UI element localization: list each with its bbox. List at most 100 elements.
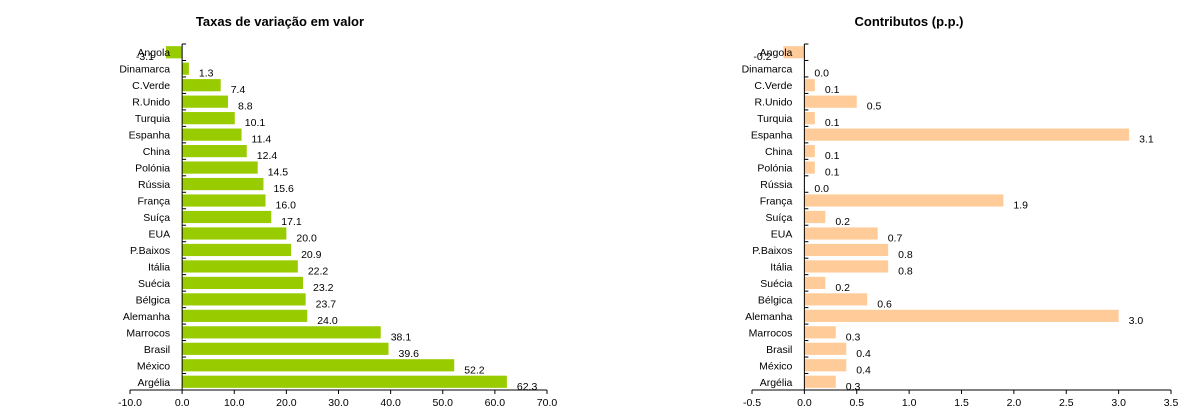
right-data-label: 0.3: [846, 381, 861, 393]
left-category-label: C.Verde: [132, 80, 170, 92]
left-bar-6: [182, 144, 247, 158]
left-data-label: 10.1: [245, 117, 266, 129]
left-x-tick-label: 70.0: [537, 397, 558, 409]
left-bar-18: [182, 342, 389, 355]
left-data-label: 22.2: [308, 265, 329, 277]
right-category-label: China: [765, 146, 793, 158]
left-bar-3: [182, 95, 228, 108]
right-data-label: 3.1: [1139, 134, 1154, 146]
right-bar-17: [804, 326, 836, 339]
right-category-label: Suécia: [760, 278, 792, 290]
left-data-label: 1.3: [199, 68, 214, 80]
left-data-label: 62.3: [517, 381, 538, 393]
left-bar-20: [182, 375, 507, 388]
right-data-label: 0.5: [867, 101, 882, 113]
right-data-label: 3.0: [1129, 315, 1144, 327]
left-bar-19: [182, 359, 455, 372]
right-data-label: 0.1: [825, 117, 840, 129]
left-bar-17: [182, 326, 381, 339]
left-bar-12: [182, 243, 292, 257]
right-data-label: 0.1: [825, 150, 840, 162]
right-bar-20: [804, 375, 836, 388]
left-chart-title: Taxas de variação em valor: [196, 14, 364, 29]
left-data-label: 12.4: [257, 150, 278, 162]
left-data-label: 52.2: [464, 364, 485, 376]
right-chart-title: Contributos (p.p.): [854, 14, 963, 29]
right-category-label: Turquia: [757, 113, 792, 125]
right-data-label: 0.3: [846, 331, 861, 343]
left-category-label: Dinamarca: [119, 64, 170, 76]
right-data-label: 0.2: [835, 282, 850, 294]
left-category-label: Marrocos: [126, 327, 170, 339]
right-bar-6: [804, 144, 815, 158]
right-category-label: Rússia: [760, 179, 792, 191]
right-bar-14: [804, 276, 826, 290]
left-bar-16: [182, 309, 308, 322]
right-x-tick-label: 3.5: [1164, 397, 1179, 409]
left-data-label: 23.7: [316, 298, 337, 310]
left-category-label: Bélgica: [136, 294, 171, 306]
left-data-label: 15.6: [273, 183, 294, 195]
left-category-label: P.Baixos: [130, 245, 170, 257]
right-category-label: EUA: [771, 228, 793, 240]
right-data-label: 0.2: [835, 216, 850, 228]
chart-left-svg: Taxas de variação em valor Angola-3.1Dina…: [118, 14, 558, 409]
right-bar-11: [804, 227, 878, 240]
right-bar-12: [804, 243, 889, 257]
left-category-label: Rússia: [138, 179, 170, 191]
right-data-label: 0.6: [877, 298, 892, 310]
left-bar-14: [182, 276, 304, 290]
left-category-label: Argélia: [137, 377, 170, 389]
left-category-label: Turquia: [135, 113, 170, 125]
left-x-tick-label: 20.0: [276, 397, 297, 409]
right-data-label: 0.0: [814, 68, 829, 80]
right-x-tick-label: 2.0: [1007, 397, 1022, 409]
right-category-label: Dinamarca: [742, 64, 793, 76]
left-category-label: Brasil: [144, 344, 170, 356]
left-bar-9: [182, 194, 266, 207]
right-category-label: Suíça: [766, 212, 793, 224]
right-bar-5: [804, 128, 1130, 141]
left-category-label: México: [137, 360, 170, 372]
right-data-label: 0.0: [814, 183, 829, 195]
right-data-label: 0.4: [856, 348, 871, 360]
left-category-label: Suécia: [138, 278, 170, 290]
left-data-label: 7.4: [231, 84, 246, 96]
right-category-label: Itália: [770, 261, 792, 273]
right-category-label: Brasil: [766, 344, 792, 356]
left-category-label: Polónia: [135, 163, 170, 175]
right-data-label: 0.4: [856, 364, 871, 376]
right-category-label: Alemanha: [745, 311, 792, 323]
left-category-label: França: [137, 196, 170, 208]
right-bar-15: [804, 293, 868, 306]
right-bar-2: [804, 79, 815, 92]
left-data-label: 17.1: [281, 216, 302, 228]
right-category-label: México: [759, 360, 792, 372]
right-x-tick-label: -0.5: [743, 397, 761, 409]
right-category-label: Argélia: [760, 377, 793, 389]
left-bar-11: [182, 227, 287, 240]
right-x-tick-label: 3.0: [1111, 397, 1126, 409]
right-bar-7: [804, 161, 815, 174]
left-bar-7: [182, 161, 258, 174]
right-x-tick-label: 1.5: [954, 397, 969, 409]
left-bar-2: [182, 79, 221, 92]
right-category-label: França: [760, 196, 793, 208]
right-bar-4: [804, 112, 815, 125]
right-data-label: 0.1: [825, 167, 840, 179]
left-data-label: 8.8: [238, 101, 253, 113]
right-category-label: Marrocos: [749, 327, 793, 339]
left-bar-5: [182, 128, 242, 141]
left-x-tick-label: 0.0: [175, 397, 190, 409]
left-x-tick-label: 10.0: [224, 397, 245, 409]
left-data-label: 20.0: [296, 232, 317, 244]
left-data-label: 24.0: [317, 315, 338, 327]
left-x-tick-label: 50.0: [433, 397, 454, 409]
left-data-label: 11.4: [252, 134, 272, 146]
left-x-tick-label: 30.0: [328, 397, 349, 409]
right-x-tick-label: 1.0: [902, 397, 917, 409]
right-category-label: P.Baixos: [752, 245, 792, 257]
left-bar-4: [182, 112, 235, 125]
left-bar-8: [182, 177, 264, 191]
